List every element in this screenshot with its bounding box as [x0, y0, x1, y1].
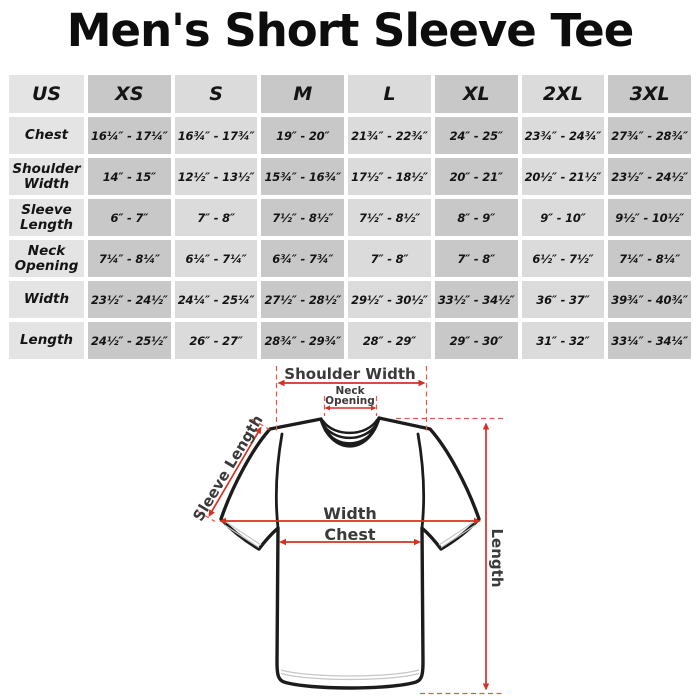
sleeve-length-arrow [208, 426, 262, 517]
size-cell: 16¼″ - 17¼″ [88, 117, 171, 154]
size-table: US XS S M L XL 2XL 3XL Chest 16¼″ - 17¼″ 16¾″ - 17… [9, 75, 691, 359]
column-header: XL [434, 75, 518, 113]
size-cell: 7¼″ - 8¼″ [88, 240, 171, 277]
size-cell: 23¾″ - 24¾″ [521, 117, 605, 154]
shoulder-width-label: Shoulder Width [284, 365, 416, 383]
size-cell: 29½″ - 30½″ [348, 281, 431, 318]
width-label: Width [323, 504, 377, 523]
size-cell: 20½″ - 21½″ [521, 158, 605, 195]
size-cell: 7″ - 8″ [348, 240, 431, 277]
size-cell: 7″ - 8″ [434, 240, 518, 277]
size-cell: 39¾″ - 40¾″ [608, 281, 691, 318]
size-cell: 31″ - 32″ [521, 322, 605, 359]
column-header: M [261, 75, 345, 113]
length-label: Length [488, 528, 506, 588]
collar-ribbing [321, 418, 379, 445]
size-cell: 6¼″ - 7¼″ [174, 240, 258, 277]
row-label: Length [9, 322, 84, 359]
column-header: 2XL [521, 75, 605, 113]
row-label: Width [9, 281, 84, 318]
shoulder-width-arrow [277, 379, 426, 387]
size-cell: 28″ - 29″ [348, 322, 431, 359]
chest-arrow [279, 538, 421, 546]
row-label: Neck Opening [9, 240, 84, 277]
size-cell: 28¾″ - 29¾″ [261, 322, 345, 359]
size-cell: 7½″ - 8½″ [261, 199, 345, 236]
size-cell: 9″ - 10″ [521, 199, 605, 236]
size-cell: 27½″ - 28½″ [261, 281, 345, 318]
size-cell: 7¼″ - 8¼″ [608, 240, 691, 277]
size-cell: 23½″ - 24½″ [608, 158, 691, 195]
size-cell: 7″ - 8″ [174, 199, 258, 236]
size-cell: 36″ - 37″ [521, 281, 605, 318]
size-cell: 26″ - 27″ [174, 322, 258, 359]
size-cell: 19″ - 20″ [261, 117, 345, 154]
size-cell: 17½″ - 18½″ [348, 158, 431, 195]
size-cell: 6½″ - 7½″ [521, 240, 605, 277]
row-label: Shoulder Width [9, 158, 84, 195]
size-cell: 21¾″ - 22¾″ [348, 117, 431, 154]
page-title: Men's Short Sleeve Tee [66, 4, 634, 57]
size-cell: 29″ - 30″ [434, 322, 518, 359]
size-cell: 33½″ - 34½″ [434, 281, 518, 318]
size-cell: 15¾″ - 16¾″ [261, 158, 345, 195]
size-cell: 8″ - 9″ [434, 199, 518, 236]
column-header: L [348, 75, 431, 113]
size-cell: 23½″ - 24½″ [88, 281, 171, 318]
size-cell: 6″ - 7″ [88, 199, 171, 236]
size-cell: 9½″ - 10½″ [608, 199, 691, 236]
column-header: 3XL [608, 75, 691, 113]
neck-opening-label: Neck Opening [325, 385, 375, 407]
side-seams [274, 432, 426, 530]
tee-measurement-diagram: Shoulder Width Neck Opening Sleeve Lengt… [0, 360, 700, 700]
size-cell: 24″ - 25″ [434, 117, 518, 154]
column-header: XS [88, 75, 171, 113]
chest-label: Chest [324, 525, 376, 544]
width-arrow [219, 517, 481, 525]
guide-dashed-lines [196, 366, 504, 695]
size-cell: 7½″ - 8½″ [348, 199, 431, 236]
stitch-lines [224, 521, 476, 681]
size-cell: 6¾″ - 7¾″ [261, 240, 345, 277]
size-cell: 16¾″ - 17¾″ [174, 117, 258, 154]
size-cell: 12½″ - 13½″ [174, 158, 258, 195]
row-label: Chest [9, 117, 84, 154]
column-header: US [9, 75, 84, 113]
length-arrow [482, 422, 490, 691]
size-cell: 24½″ - 25½″ [88, 322, 171, 359]
size-cell: 33¼″ - 34¼″ [608, 322, 691, 359]
neck-opening-arrow [324, 405, 377, 411]
tee-diagram-graphic [196, 366, 504, 695]
size-cell: 14″ - 15″ [88, 158, 171, 195]
row-label: Sleeve Length [9, 199, 84, 236]
size-cell: 27¾″ - 28¾″ [608, 117, 691, 154]
size-cell: 20″ - 21″ [434, 158, 518, 195]
size-cell: 24¼″ - 25¼″ [174, 281, 258, 318]
tshirt-outline [219, 416, 481, 690]
column-header: S [174, 75, 258, 113]
